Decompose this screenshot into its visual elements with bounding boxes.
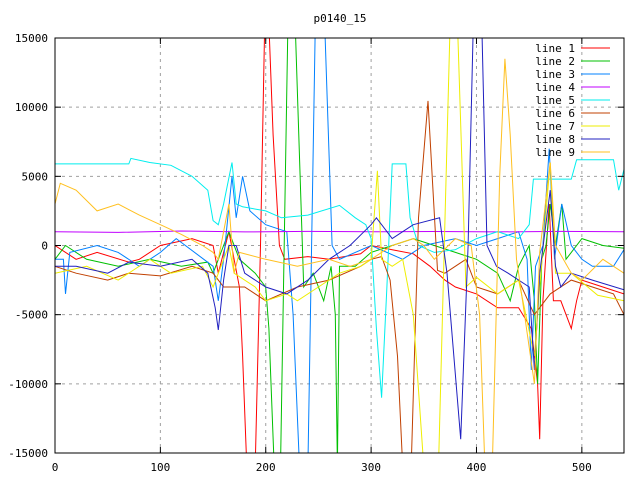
legend-label: line 7 [535, 120, 575, 133]
x-tick-label: 300 [361, 461, 381, 474]
series-group [55, 38, 624, 453]
series-line-4 [55, 230, 624, 233]
series-line-5 [55, 157, 624, 398]
legend-label: line 5 [535, 94, 575, 107]
x-tick-label: 400 [467, 461, 487, 474]
x-tick-label: 200 [256, 461, 276, 474]
axes: -15000 -10000 -5000 0 5000 10000 15000 0 100 200 3… [8, 32, 624, 474]
y-tick-label: 0 [41, 240, 48, 253]
y-tick-label: 10000 [15, 101, 48, 114]
legend-label: line 2 [535, 55, 575, 68]
legend-label: line 6 [535, 107, 575, 120]
series-line-2 [55, 38, 624, 453]
y-tick-label: 15000 [15, 32, 48, 45]
y-tick-label: -15000 [8, 447, 48, 460]
y-tick-label: 5000 [22, 170, 49, 183]
y-tick-label: -10000 [8, 378, 48, 391]
legend-label: line 3 [535, 68, 575, 81]
legend-label: line 4 [535, 81, 575, 94]
x-tick-label: 0 [52, 461, 59, 474]
x-tick-label: 500 [572, 461, 592, 474]
legend-label: line 9 [535, 146, 575, 159]
legend-label: line 8 [535, 133, 575, 146]
series-line-7 [55, 38, 624, 453]
x-tick-label: 100 [150, 461, 170, 474]
legend-label: line 1 [535, 42, 575, 55]
chart-title: p0140_15 [314, 12, 367, 25]
series-line-6 [55, 100, 624, 453]
series-line-9 [55, 58, 624, 453]
y-tick-label: -5000 [15, 309, 48, 322]
series-line-3 [55, 38, 624, 453]
grid [55, 38, 624, 453]
